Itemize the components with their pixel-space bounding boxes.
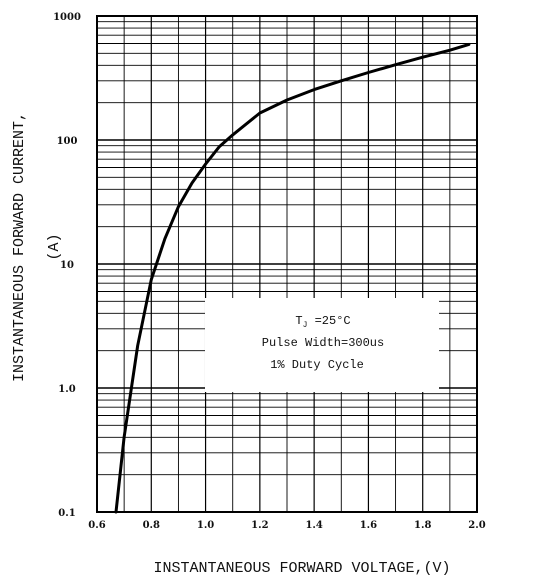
y-tick-label: 1000 [53,12,81,23]
x-axis-label: INSTANTANEOUS FORWARD VOLTAGE,(V) [153,560,450,577]
annotation-line-3: 1% Duty Cycle [270,358,364,372]
y-tick-label: 100 [57,136,78,147]
forward-current-curve [114,42,471,514]
y-axis-label-line-2: (A) [46,233,63,260]
y-axis-label-line-1: INSTANTANEOUS FORWARD CURRENT, [11,112,28,382]
x-tick-label: 0.8 [143,520,160,531]
y-tick-label: 0.1 [58,508,75,519]
x-tick-label: 1.0 [197,520,214,531]
x-tick-label: 1.2 [251,520,268,531]
x-tick-label: 1.6 [360,520,377,531]
tick-labels: 0.6 0.8 1.0 1.2 1.4 1.6 1.8 2.0 0.1 1.0 10 100 1000 [53,12,486,531]
plot-grid [97,16,477,512]
plot-marks [114,42,471,514]
annotation-box: TJ =25°C Pulse Width=300us 1% Duty Cycle [205,298,439,392]
annotation-line-2: Pulse Width=300us [262,336,384,350]
x-tick-label: 1.8 [414,520,431,531]
x-tick-label: 0.6 [88,520,105,531]
x-tick-label: 1.4 [305,520,322,531]
y-tick-label: 1.0 [58,384,75,395]
x-tick-label: 2.0 [468,520,485,531]
plot-frame [96,15,478,513]
y-tick-label: 10 [60,260,74,271]
annotation-line-1: TJ =25°C [295,314,350,330]
